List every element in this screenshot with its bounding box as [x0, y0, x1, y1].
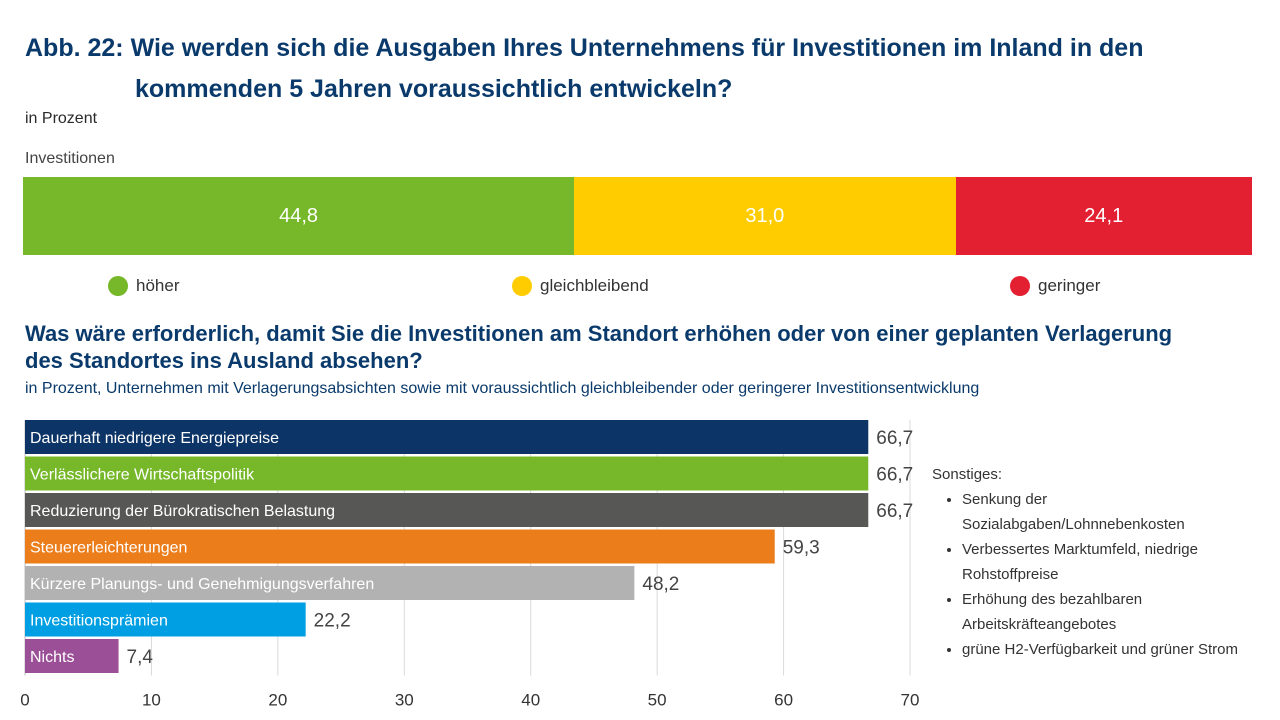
legend-label: gleichbleibend — [540, 276, 649, 295]
stacked-segment-0: 44,8 — [23, 177, 575, 255]
figure-title-line1: Abb. 22: Wie werden sich die Ausgaben Ih… — [25, 34, 1144, 62]
notes-item: Verbessertes Marktumfeld, niedrige Rohst… — [962, 537, 1272, 587]
bar-value-label: 22,2 — [314, 611, 351, 632]
bar-label: Steuererleichterungen — [30, 540, 187, 557]
bar — [25, 529, 775, 564]
x-tick-label: 20 — [268, 691, 287, 710]
bar — [25, 639, 119, 673]
bar — [25, 602, 306, 637]
notes-box: Sonstiges: Senkung der Sozialabgaben/Loh… — [932, 462, 1272, 662]
figure-unit: in Prozent — [25, 110, 98, 127]
notes-heading: Sonstiges: — [932, 466, 1003, 483]
legend-swatch — [512, 276, 532, 296]
stacked-segment-2: 24,1 — [955, 177, 1252, 255]
x-tick-label: 60 — [774, 691, 793, 710]
stacked-segment-value: 31,0 — [745, 204, 785, 227]
stacked-category-label: Investitionen — [25, 150, 115, 167]
bar-value-label: 66,7 — [876, 465, 913, 486]
notes-list: Senkung der Sozialabgaben/Lohnnebenkoste… — [932, 487, 1272, 662]
bar-label: Nichts — [30, 649, 74, 666]
horizontal-bar-chart: Dauerhaft niedrigere Energiepreise 66,7 Ve… — [20, 420, 920, 710]
notes-item: grüne H2-Verfügbarkeit und grüner Strom — [962, 637, 1272, 662]
bar-value-label: 59,3 — [783, 538, 820, 559]
bar — [25, 493, 869, 527]
stacked-segment-value: 24,1 — [1084, 204, 1124, 227]
bar-value-label: 66,7 — [876, 501, 913, 522]
stacked-bar-chart: 44,8 31,0 24,1 — [23, 177, 1252, 255]
legend-swatch — [1010, 276, 1030, 296]
bar-label: Investitionsprämien — [30, 613, 168, 630]
bar — [25, 566, 635, 600]
bar-value-label: 66,7 — [876, 428, 913, 449]
chart2-title-line2: des Standortes ins Ausland absehen? — [25, 348, 423, 373]
notes-item: Senkung der Sozialabgaben/Lohnnebenkoste… — [962, 487, 1272, 537]
x-tick-label: 50 — [648, 691, 667, 710]
x-tick-label: 30 — [395, 691, 414, 710]
legend-label: geringer — [1038, 276, 1101, 295]
x-tick-label: 10 — [142, 691, 161, 710]
bar — [25, 420, 869, 454]
stacked-legend: höher gleichbleibend geringer — [0, 276, 1280, 300]
bar-label: Dauerhaft niedrigere Energiepreise — [30, 430, 279, 447]
bar — [25, 456, 869, 491]
stacked-segment-1: 31,0 — [574, 177, 956, 255]
legend-item-2: geringer — [1010, 276, 1100, 296]
notes-item: Erhöhung des bezahlbaren Arbeitskräftean… — [962, 587, 1272, 637]
legend-label: höher — [136, 276, 180, 295]
figure-title-line2: kommenden 5 Jahren voraussichtlich entwi… — [135, 75, 733, 103]
bar-value-label: 48,2 — [642, 574, 679, 595]
x-tick-label: 70 — [901, 691, 920, 710]
chart2-subtitle: in Prozent, Unternehmen mit Verlagerungs… — [25, 380, 980, 397]
stacked-segment-value: 44,8 — [279, 204, 319, 227]
legend-item-0: höher — [108, 276, 179, 296]
legend-item-1: gleichbleibend — [512, 276, 649, 296]
legend-swatch — [108, 276, 128, 296]
chart2-title-line1: Was wäre erforderlich, damit Sie die Inv… — [25, 321, 1173, 346]
bar-value-label: 7,4 — [127, 647, 154, 668]
bar-label: Kürzere Planungs- und Genehmigungsverfah… — [30, 576, 374, 593]
x-tick-label: 0 — [20, 691, 29, 710]
x-tick-label: 40 — [521, 691, 540, 710]
bar-label: Verlässlichere Wirtschaftspolitik — [30, 467, 255, 484]
bar-label: Reduzierung der Bürokratischen Belastung — [30, 503, 335, 520]
